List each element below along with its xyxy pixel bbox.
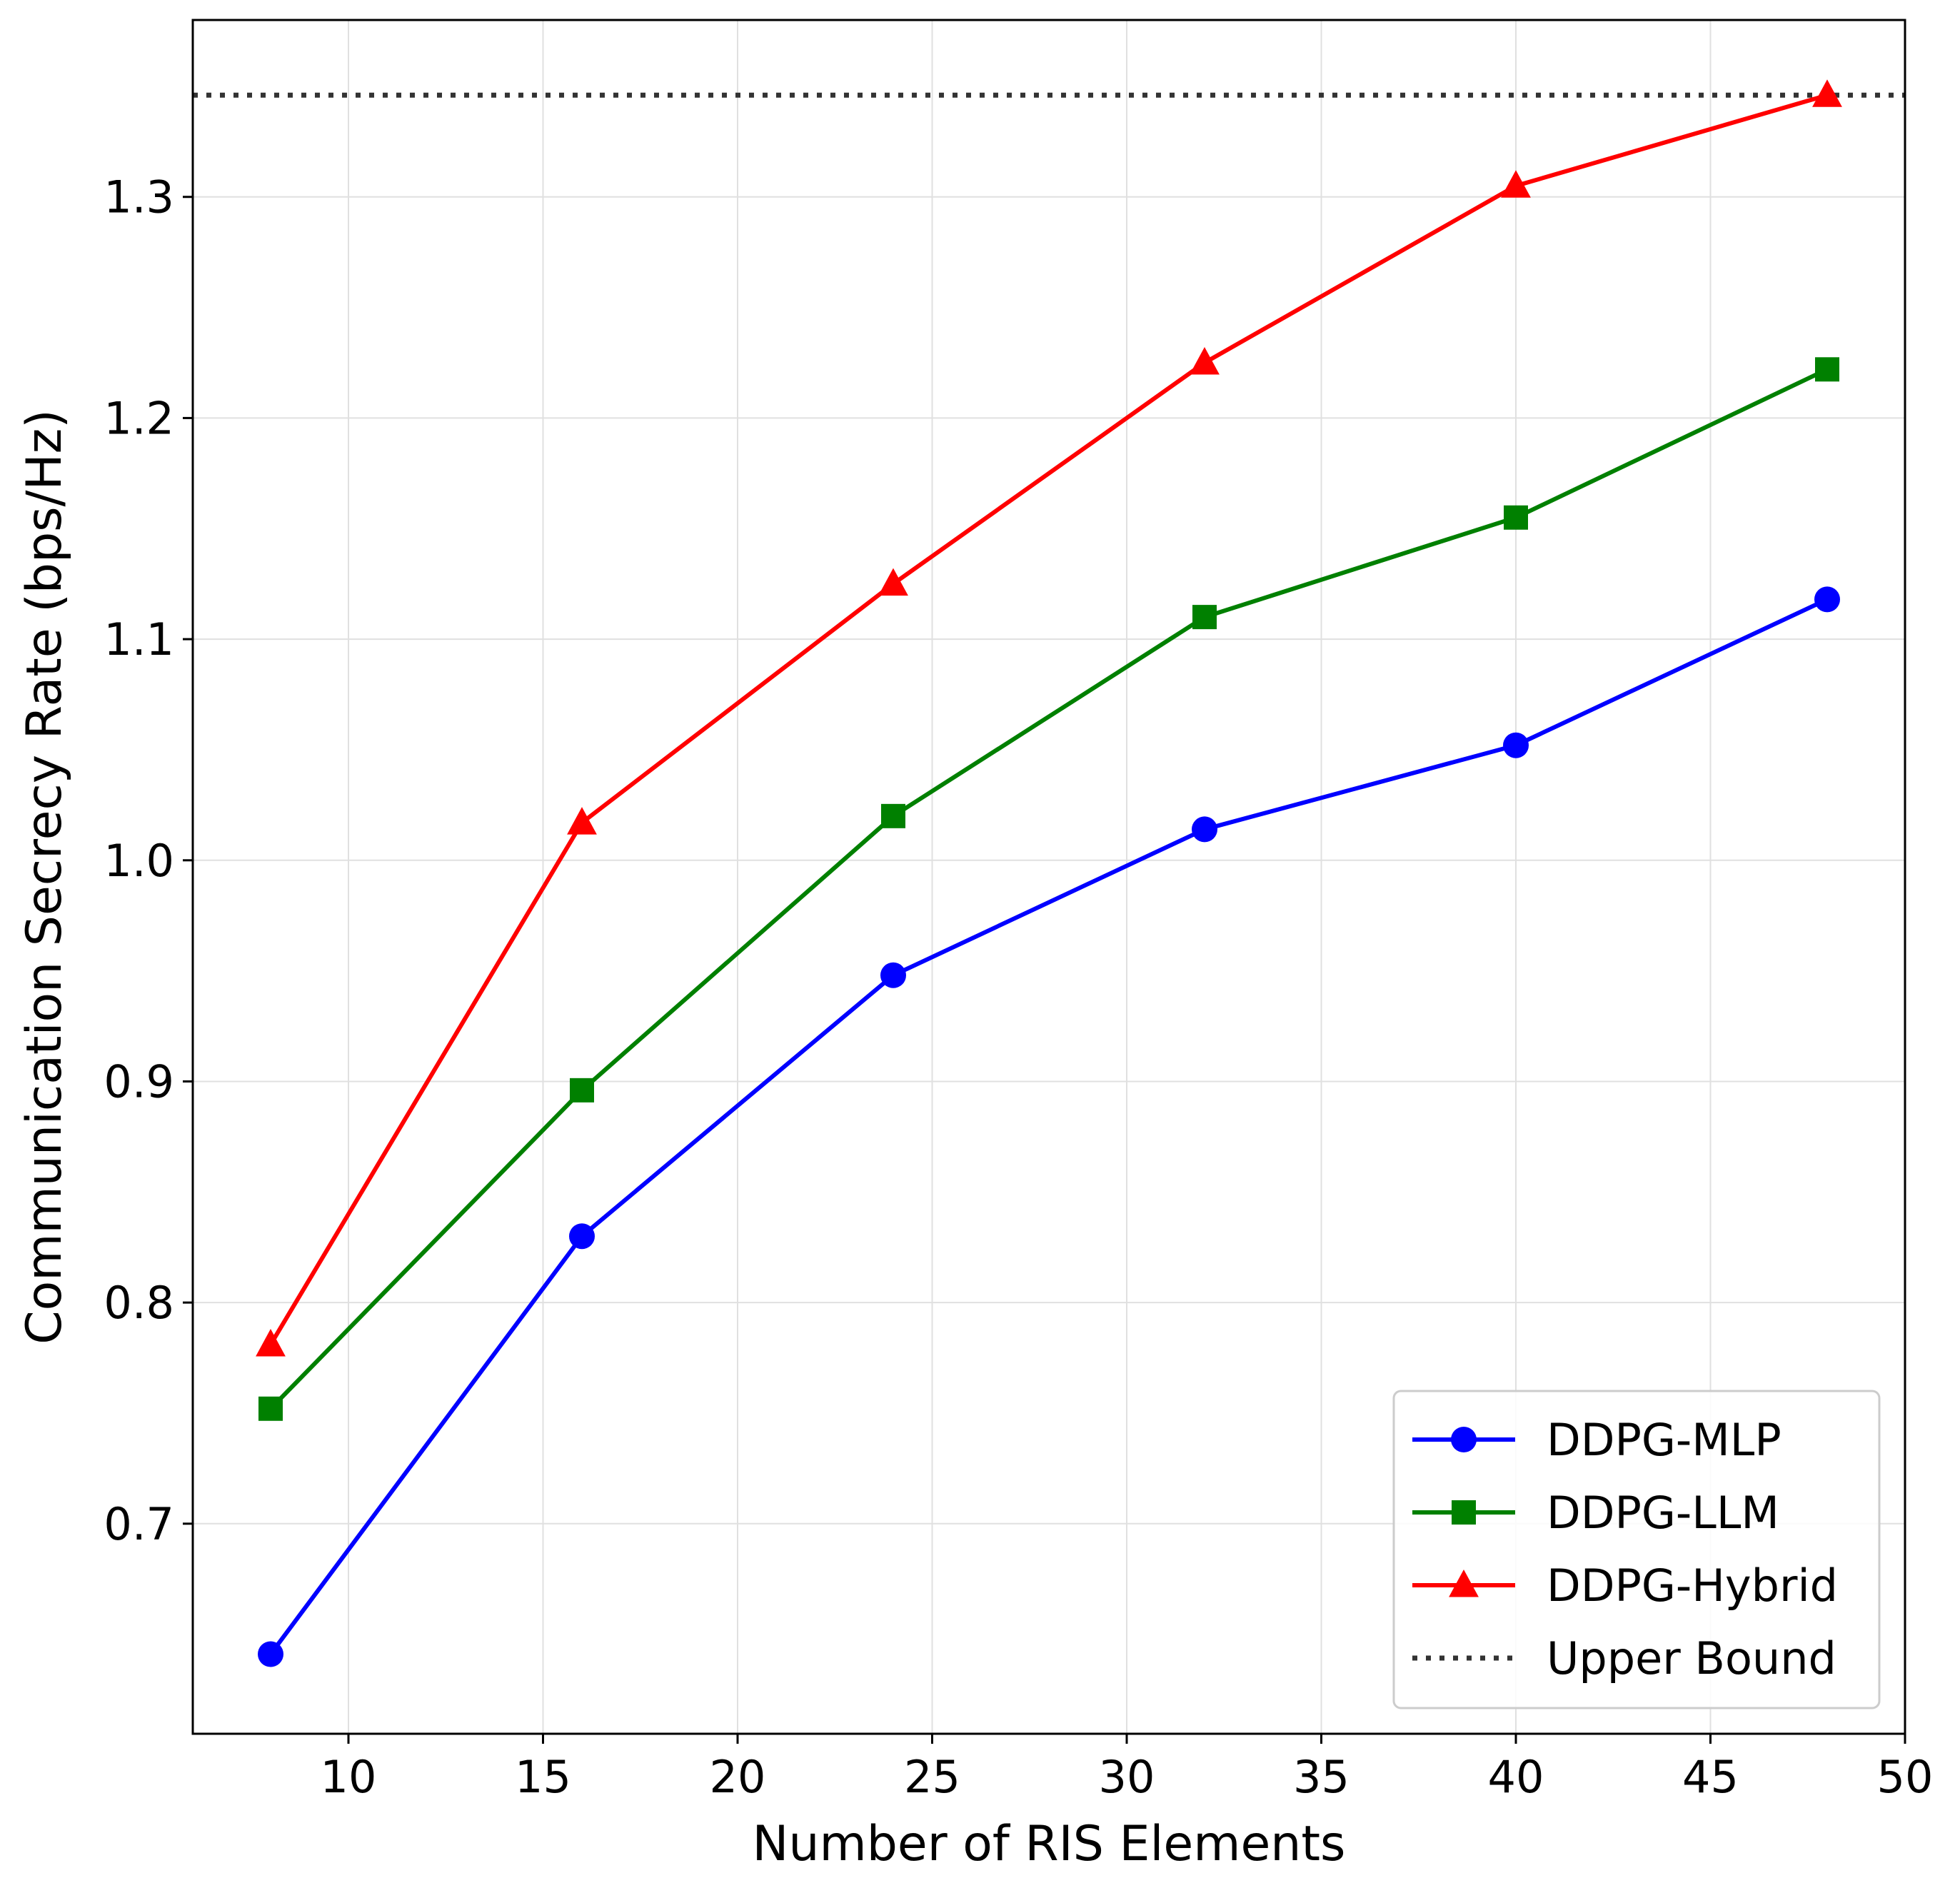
x-tick-label: 25 bbox=[904, 1751, 960, 1803]
series-line-ddpg-mlp bbox=[268, 597, 1829, 1656]
axis-ticks: 10 15 20 25 30 35 40 45 50 0.7 0.8 0.9 1.0 1.1 1.2 1.3 bbox=[104, 171, 1933, 1803]
y-tick-label: 0.7 bbox=[104, 1498, 174, 1550]
x-tick-label: 40 bbox=[1488, 1751, 1544, 1803]
data-point-ddpg-mlp bbox=[1503, 732, 1529, 758]
series-line-ddpg-llm bbox=[268, 367, 1829, 1410]
data-point-ddpg-mlp bbox=[880, 962, 906, 988]
data-point-ddpg-llm bbox=[1192, 605, 1217, 630]
legend-marker-ddpg-hybrid bbox=[1449, 1570, 1479, 1597]
data-point-ddpg-hybrid bbox=[1190, 347, 1220, 375]
x-tick-label: 10 bbox=[321, 1751, 377, 1803]
data-point-ddpg-hybrid bbox=[567, 807, 597, 835]
y-tick-label: 1.1 bbox=[104, 613, 174, 666]
legend-label-upper-bound: Upper Bound bbox=[1547, 1632, 1836, 1684]
y-tick-label: 1.0 bbox=[104, 835, 174, 887]
x-tick-label: 35 bbox=[1293, 1751, 1350, 1803]
y-tick-label: 0.9 bbox=[104, 1055, 174, 1108]
legend-label-ddpg-llm: DDPG-LLM bbox=[1547, 1487, 1779, 1539]
series-layer bbox=[193, 79, 1905, 1667]
y-tick-label: 1.3 bbox=[104, 171, 174, 224]
y-tick-label: 0.8 bbox=[104, 1277, 174, 1329]
y-axis-title: Communication Secrecy Rate (bps/Hz) bbox=[16, 409, 73, 1345]
legend-label-ddpg-mlp: DDPG-MLP bbox=[1547, 1414, 1781, 1466]
y-tick-label: 1.2 bbox=[104, 392, 174, 444]
plot-area-frame bbox=[191, 19, 1906, 1735]
data-point-ddpg-llm bbox=[881, 803, 905, 828]
data-point-ddpg-mlp bbox=[569, 1223, 595, 1250]
x-tick-label: 30 bbox=[1099, 1751, 1155, 1803]
x-tick-label: 50 bbox=[1877, 1751, 1934, 1803]
data-point-ddpg-llm bbox=[1504, 505, 1528, 530]
data-point-ddpg-hybrid bbox=[256, 1328, 286, 1357]
data-point-ddpg-llm bbox=[1815, 357, 1839, 382]
data-point-ddpg-llm bbox=[258, 1396, 283, 1421]
data-point-ddpg-mlp bbox=[258, 1641, 283, 1667]
legend-label-ddpg-hybrid: DDPG-Hybrid bbox=[1547, 1560, 1838, 1612]
x-tick-label: 20 bbox=[710, 1751, 766, 1803]
data-point-ddpg-mlp bbox=[1814, 586, 1840, 613]
x-tick-label: 45 bbox=[1682, 1751, 1739, 1803]
data-point-ddpg-hybrid bbox=[878, 568, 908, 596]
x-tick-label: 15 bbox=[515, 1751, 571, 1803]
data-point-ddpg-mlp bbox=[1192, 816, 1217, 843]
legend-marker-ddpg-mlp bbox=[1451, 1427, 1477, 1452]
legend-marker-ddpg-llm bbox=[1452, 1500, 1476, 1525]
data-point-ddpg-hybrid bbox=[1812, 79, 1842, 107]
legend-box bbox=[1392, 1390, 1881, 1709]
data-point-ddpg-hybrid bbox=[1501, 170, 1531, 198]
legend: DDPG-MLP DDPG-LLM DDPG-Hybrid Upper Bound bbox=[1392, 1390, 1881, 1709]
series-line-ddpg-hybrid bbox=[268, 93, 1828, 1346]
data-point-ddpg-llm bbox=[570, 1078, 594, 1103]
x-axis-title: Number of RIS Elements bbox=[753, 1816, 1346, 1872]
